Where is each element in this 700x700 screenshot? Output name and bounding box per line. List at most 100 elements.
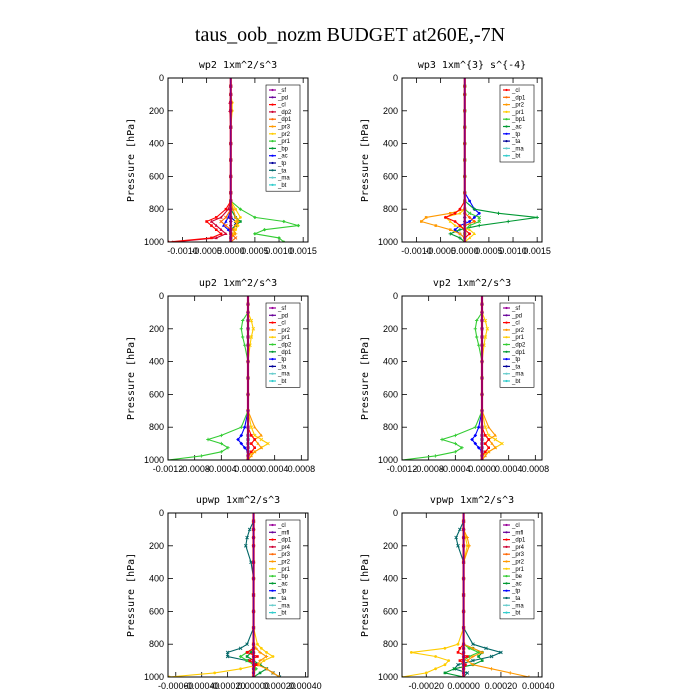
legend-marker — [271, 154, 274, 157]
series-point_cl — [484, 442, 487, 445]
series-point_pr1 — [259, 646, 263, 650]
legend-marker — [505, 582, 508, 585]
legend-label: _pr1 — [511, 335, 525, 341]
series-point_pr2 — [271, 671, 275, 675]
series-point_ac — [458, 236, 462, 240]
y-tick-label: 200 — [383, 324, 398, 334]
series-line_cl — [168, 86, 232, 242]
y-axis-label: Pressure [hPa] — [360, 553, 371, 637]
series-point_tp — [470, 437, 474, 442]
legend-marker — [505, 321, 508, 324]
series-point_cl — [214, 216, 218, 219]
series-point_dp1 — [456, 651, 460, 654]
series-point_dp2 — [453, 441, 458, 446]
series-point_cl — [224, 207, 228, 211]
legend-label: _pr1 — [277, 139, 291, 145]
series-point_bp — [238, 654, 243, 659]
panel-title: upwp 1xm^2/s^3 — [196, 495, 280, 506]
series-point_pr1 — [252, 433, 257, 438]
legend-marker — [505, 125, 508, 128]
series-point_pr2 — [458, 232, 462, 236]
legend-marker — [505, 575, 508, 578]
y-tick-label: 1000 — [378, 672, 398, 682]
legend-label: _cl — [511, 88, 520, 94]
series-point_ac — [258, 671, 262, 675]
series-point_ta — [245, 642, 249, 647]
legend-label: _bp — [277, 574, 289, 580]
series-point_pr1 — [447, 659, 451, 662]
legend-marker — [505, 531, 508, 534]
series-point_cl — [458, 207, 462, 211]
series-point_pr2 — [467, 544, 471, 548]
series-point_pr2 — [448, 228, 452, 231]
legend-marker — [271, 589, 274, 592]
panel-wp2: wp2 1xm^2/s^3 Pressure [hPa] 0 200 400 600 800… — [126, 60, 317, 256]
legend-marker — [505, 132, 508, 135]
legend-marker — [271, 372, 274, 375]
legend-label: _ma — [511, 603, 524, 609]
series-point_dp2 — [440, 437, 444, 442]
legend-marker — [505, 118, 508, 121]
series-line_pr1 — [169, 521, 275, 677]
legend-label: _mfl — [277, 530, 289, 536]
series-point_dp1 — [256, 655, 259, 658]
series-point_pr1 — [443, 663, 447, 667]
legend-label: _sf — [277, 88, 286, 94]
legend-label: _cl — [511, 523, 520, 529]
axes-frame — [401, 77, 543, 243]
series-point_dp2 — [473, 327, 478, 331]
x-tick-label: -0.0004 — [206, 464, 237, 474]
legend-marker — [505, 379, 508, 383]
y-tick-label: 1000 — [378, 237, 398, 247]
legend-marker — [505, 553, 508, 556]
series-point_bp1 — [477, 215, 482, 220]
x-tick-label: -0.00060 — [158, 681, 194, 691]
series-point_pr2 — [487, 450, 491, 453]
legend-label: _tp — [511, 357, 521, 363]
x-tick-label: 0.0000 — [217, 246, 245, 256]
legend-marker — [271, 103, 274, 106]
series-point_ta — [456, 662, 460, 667]
series-point_cl — [253, 446, 256, 449]
series-point_pr2 — [259, 445, 263, 449]
series-point_pr1 — [493, 437, 498, 442]
legend-marker — [271, 596, 274, 600]
series-point_dp2 — [219, 450, 224, 454]
legend-marker — [505, 358, 508, 361]
series-point_pr2 — [256, 441, 260, 445]
legend-marker — [271, 328, 274, 331]
series-point_tp — [476, 425, 481, 429]
legend-label: _cl — [277, 103, 286, 109]
series-point_ta — [489, 654, 494, 659]
series-point_dp1 — [233, 236, 238, 240]
legend-label: _mfl — [511, 530, 523, 536]
legend-label: _pd — [277, 95, 288, 101]
series-point_pr1 — [458, 211, 462, 215]
series-point_cl — [250, 450, 253, 454]
y-tick-label: 800 — [149, 204, 164, 214]
y-tick-label: 0 — [393, 291, 398, 301]
series-point_pr2 — [434, 224, 438, 227]
legend-label: _ac — [511, 125, 522, 131]
x-tick-label: 0.0004 — [261, 464, 289, 474]
series-line_pr1 — [402, 521, 468, 677]
series-point_pr1 — [249, 335, 254, 339]
y-tick-label: 200 — [149, 541, 164, 551]
series-point_cl — [250, 434, 253, 437]
panel-title: wp3 1xm^{3} s^{-4} — [418, 60, 526, 71]
series-point_dp2 — [219, 433, 224, 438]
legend: _sf_pd _cl_pr2_pr1 _dp2_dp1_tp_ta _ma_bt — [499, 302, 535, 388]
legend: _sf_pd _cl_pr2_pr1 _dp2_dp1_tp_ta _ma_bt — [265, 302, 301, 388]
series-point_ac — [480, 659, 484, 662]
axes-frame — [167, 77, 309, 243]
legend-marker — [271, 140, 274, 143]
series-point_pr2 — [264, 667, 269, 671]
series-point_pr1 — [483, 335, 488, 339]
series-line_dp2 — [168, 304, 249, 460]
series-point_pr2 — [465, 658, 470, 663]
series-point_pr2 — [234, 228, 237, 232]
x-tick-label: 0.00040 — [289, 681, 322, 691]
x-tick-label: 0.00020 — [263, 681, 296, 691]
series-point_tp — [242, 425, 247, 429]
legend-label: _dp2 — [511, 343, 526, 349]
